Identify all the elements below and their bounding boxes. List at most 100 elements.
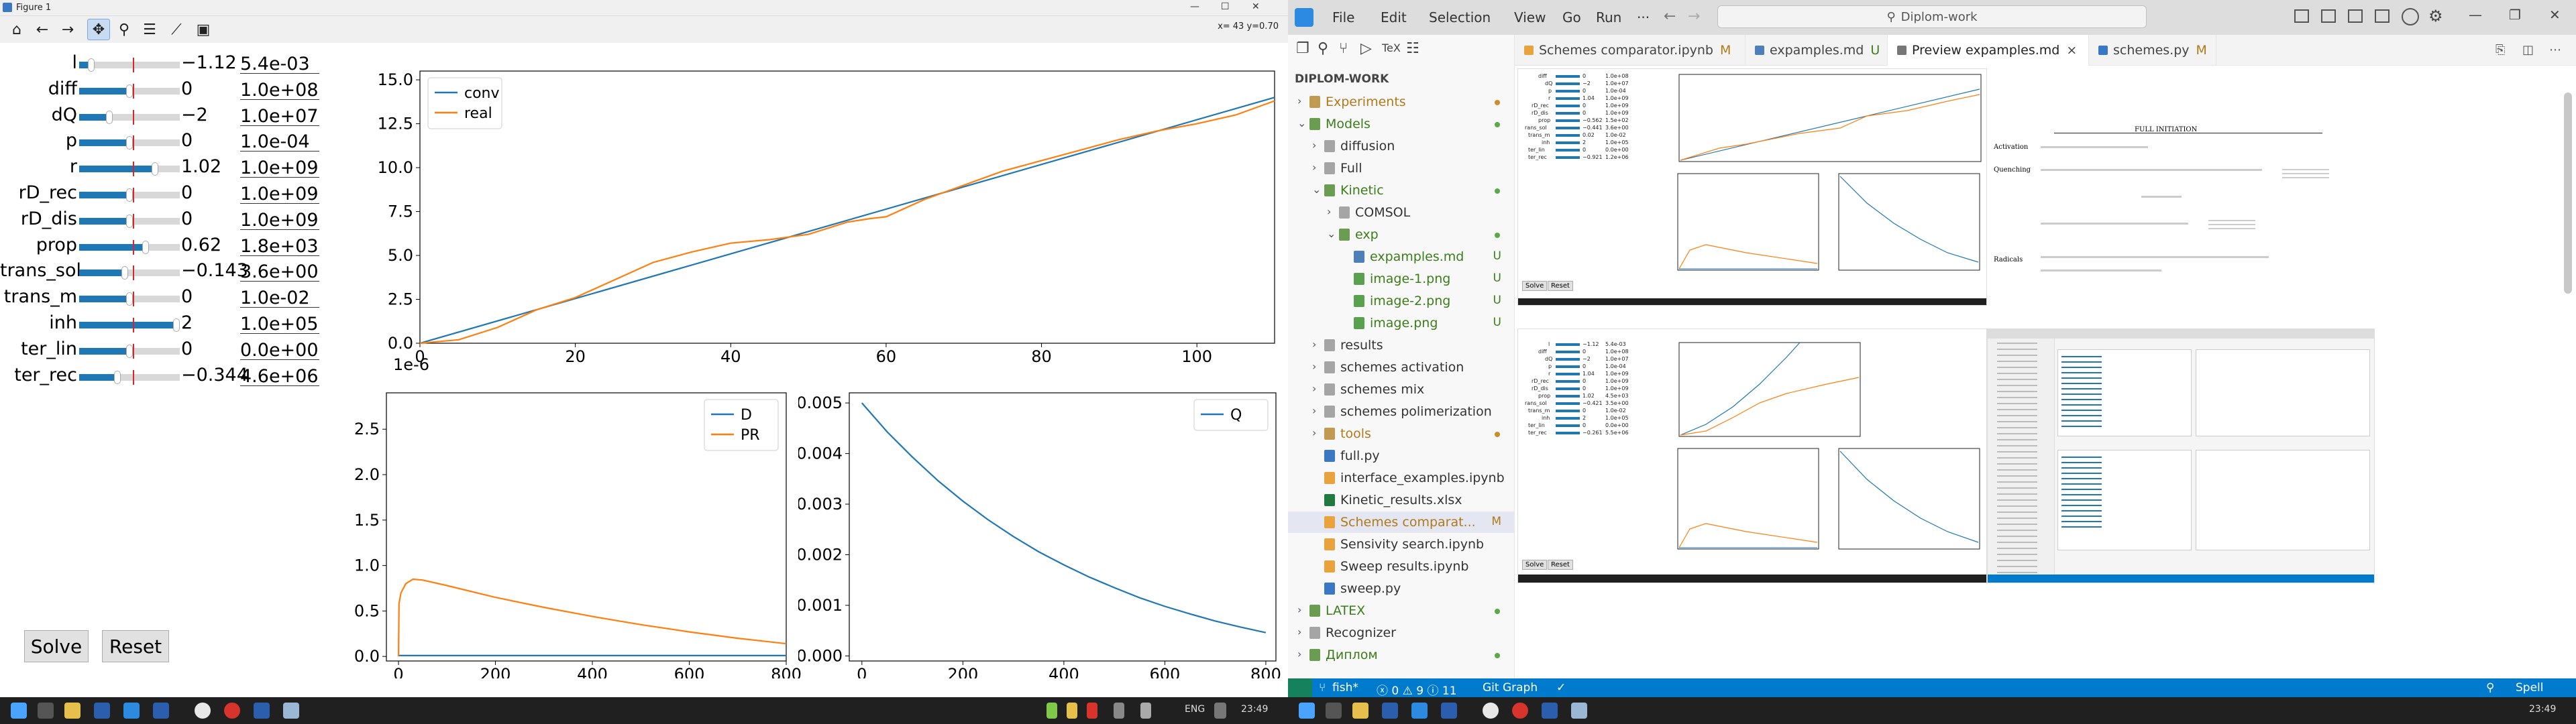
- files-icon[interactable]: ❐: [1296, 40, 1309, 57]
- more-actions-icon[interactable]: ⋯: [2549, 43, 2561, 57]
- maximize-icon[interactable]: ☐: [1221, 1, 1230, 12]
- tab-close-icon[interactable]: ×: [2066, 43, 2078, 58]
- search-icon[interactable]: ⚲: [1318, 40, 1329, 57]
- editor-tab[interactable]: Preview expamples.md ×: [1888, 35, 2089, 66]
- slider-track[interactable]: [79, 239, 180, 255]
- close-icon[interactable]: ✕: [1252, 1, 1260, 12]
- word-icon-3[interactable]: [1542, 703, 1558, 719]
- plot-area[interactable]: [419, 70, 1275, 344]
- opera-icon[interactable]: [1512, 703, 1528, 719]
- minimize-icon[interactable]: —: [2469, 7, 2482, 23]
- slider-handle[interactable]: [106, 110, 113, 124]
- tree-item[interactable]: › Full: [1288, 158, 1515, 179]
- toggle-secondary-sidebar-icon[interactable]: [2348, 9, 2363, 23]
- clock-left[interactable]: 23:49: [1241, 704, 1269, 715]
- volume-icon[interactable]: [1214, 703, 1226, 719]
- slider-track[interactable]: [79, 343, 180, 359]
- zoom-icon[interactable]: ⚲: [118, 21, 130, 38]
- slider-handle[interactable]: [126, 344, 133, 358]
- menu-go[interactable]: Go: [1562, 9, 1581, 25]
- word-icon-2[interactable]: [1441, 703, 1457, 719]
- battery-icon[interactable]: [1140, 703, 1151, 719]
- tray-icon-3[interactable]: [1087, 703, 1097, 719]
- split-editor-icon[interactable]: ◫: [2522, 43, 2534, 57]
- vscode-icon[interactable]: [123, 703, 140, 719]
- chevron-right-icon[interactable]: ›: [1312, 338, 1317, 351]
- slider-handle[interactable]: [126, 188, 133, 202]
- slider-scale-textbox[interactable]: 1.0e+05: [240, 314, 319, 334]
- vscode-icon[interactable]: [1411, 703, 1428, 719]
- save-icon[interactable]: ▣: [196, 21, 211, 38]
- slider-scale-textbox[interactable]: 1.0e+09: [240, 158, 319, 178]
- menu-run[interactable]: Run: [1596, 9, 1622, 25]
- tree-item[interactable]: Schemes comparat... M: [1288, 511, 1515, 533]
- chevron-right-icon[interactable]: ›: [1297, 648, 1302, 660]
- slider-handle[interactable]: [126, 214, 133, 228]
- slider-track[interactable]: [79, 83, 180, 99]
- word-icon-3[interactable]: [254, 703, 270, 719]
- slider-handle[interactable]: [114, 370, 121, 384]
- language-indicator[interactable]: ENG: [1185, 704, 1205, 715]
- pan-icon[interactable]: ✥: [87, 19, 110, 40]
- forward-icon[interactable]: →: [61, 21, 74, 38]
- tree-item[interactable]: › LATEX: [1288, 600, 1515, 621]
- branch-name[interactable]: fish*: [1332, 681, 1358, 695]
- editor-tab[interactable]: expamples.md U: [1746, 35, 1888, 66]
- chevron-right-icon[interactable]: ›: [1312, 139, 1317, 152]
- slider-handle[interactable]: [88, 58, 95, 72]
- slider-scale-textbox[interactable]: 1.0e+09: [240, 184, 319, 204]
- toggle-sidebar-icon[interactable]: [2294, 9, 2309, 23]
- chevron-right-icon[interactable]: ›: [1327, 205, 1332, 218]
- branch-icon[interactable]: ⑂: [1319, 681, 1326, 695]
- run-debug-icon[interactable]: ▷: [1360, 40, 1372, 57]
- tree-item[interactable]: › schemes mix: [1288, 379, 1515, 400]
- command-center[interactable]: ⚲ Diplom-work: [1717, 5, 2147, 28]
- menu-file[interactable]: File: [1332, 9, 1355, 25]
- slider-track[interactable]: [79, 265, 180, 281]
- file-explorer-icon[interactable]: [64, 703, 80, 719]
- tree-item[interactable]: › Experiments: [1288, 91, 1515, 113]
- nav-forward-icon[interactable]: →: [1688, 8, 1701, 25]
- slider-handle[interactable]: [173, 318, 180, 332]
- tree-item[interactable]: › schemes activation: [1288, 357, 1515, 378]
- menu-selection[interactable]: Selection: [1429, 9, 1491, 25]
- gear-icon[interactable]: ⚙: [2428, 7, 2443, 25]
- slider-handle[interactable]: [151, 162, 158, 176]
- slider-scale-textbox[interactable]: 0.0e+00: [240, 339, 319, 360]
- slider-track[interactable]: [79, 292, 180, 307]
- restore-icon[interactable]: ❐: [2509, 7, 2521, 23]
- tree-item[interactable]: ⌄ Models: [1288, 113, 1515, 135]
- file-explorer-icon[interactable]: [1352, 703, 1368, 719]
- tree-item[interactable]: full.py: [1288, 445, 1515, 467]
- chrome-icon[interactable]: [195, 703, 211, 719]
- tray-icon-4[interactable]: [1114, 703, 1124, 719]
- tree-item[interactable]: Sensivity search.ipynb: [1288, 534, 1515, 555]
- edit-axis-icon[interactable]: ⟋: [171, 21, 182, 38]
- slider-track[interactable]: [79, 162, 180, 177]
- close-icon[interactable]: ✕: [2549, 7, 2561, 23]
- menu-edit[interactable]: Edit: [1381, 9, 1407, 25]
- tree-item[interactable]: image-1.png U: [1288, 268, 1515, 290]
- windows-start-icon[interactable]: [11, 703, 27, 719]
- solve-button[interactable]: Solve: [24, 630, 89, 662]
- slider-scale-textbox[interactable]: 4.6e+06: [240, 365, 319, 386]
- editor-tab[interactable]: Schemes comparator.ipynb M: [1515, 35, 1746, 66]
- configure-subplots-icon[interactable]: ☰: [143, 21, 156, 38]
- spell-indicator[interactable]: Spell: [2516, 681, 2544, 695]
- word-icon-2[interactable]: [153, 703, 169, 719]
- tree-item[interactable]: › schemes polimerization: [1288, 401, 1515, 422]
- slider-handle[interactable]: [121, 266, 128, 280]
- reset-button[interactable]: Reset: [102, 630, 169, 662]
- menu-view[interactable]: View: [1514, 9, 1546, 25]
- slider-handle[interactable]: [142, 240, 149, 254]
- slider-track[interactable]: [79, 188, 180, 202]
- tree-item[interactable]: › COMSOL: [1288, 202, 1515, 223]
- python-figure-icon[interactable]: [283, 703, 299, 719]
- tree-item[interactable]: expamples.md U: [1288, 246, 1515, 267]
- minimize-icon[interactable]: —: [1190, 1, 1199, 12]
- chevron-right-icon[interactable]: ›: [1297, 625, 1302, 638]
- problems-indicator[interactable]: ⓧ 0 ⚠ 9 ⓘ 11: [1377, 684, 1457, 697]
- outline-icon[interactable]: ☷: [1406, 40, 1419, 57]
- search-icon[interactable]: [38, 703, 54, 719]
- tree-item[interactable]: ⌄ exp: [1288, 224, 1515, 245]
